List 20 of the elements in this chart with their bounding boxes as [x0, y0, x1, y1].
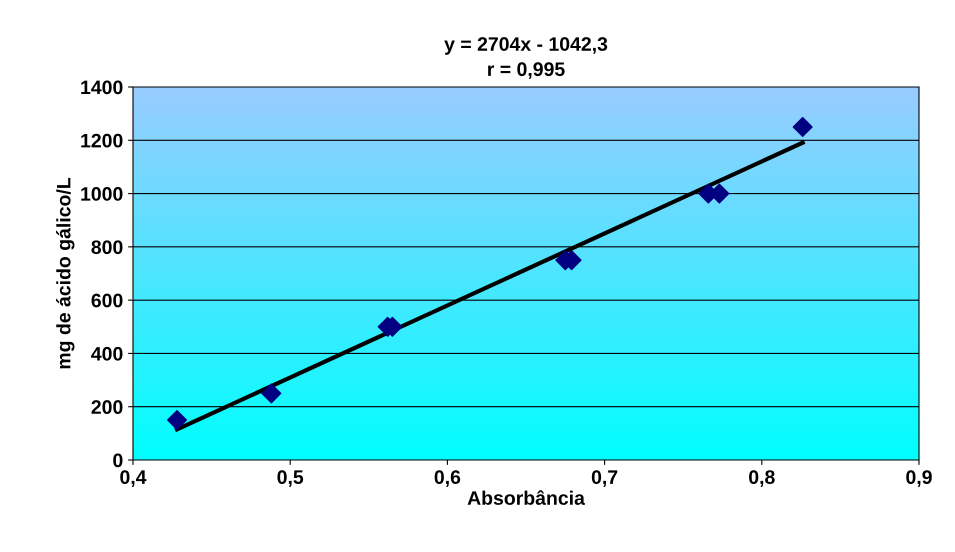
x-tick-label: 0,5 — [277, 470, 304, 487]
y-tick-label: 400 — [91, 346, 122, 361]
x-tick-label: 0,4 — [120, 470, 146, 487]
x-axis-title: Absorbância — [468, 490, 586, 505]
y-tick-label: 600 — [92, 294, 122, 308]
y-axis-title: mg de ácido gálico/L — [56, 178, 74, 368]
point — [792, 116, 813, 137]
y-tick-label: 800 — [91, 240, 122, 254]
y-tick-label: 1200 — [81, 134, 122, 148]
y-tick-label: 1400 — [81, 80, 122, 94]
y-tick-label: 1000 — [81, 187, 122, 201]
x-tick-label: 0,8 — [749, 470, 775, 487]
x-tick-label: 0,7 — [592, 470, 618, 487]
chart-title: y = 2704x - 1042,3 r = 0,995 — [444, 37, 608, 79]
point — [167, 410, 188, 430]
x-tick-label: 0,9 — [906, 470, 932, 487]
y-tick-label: 0 — [113, 453, 122, 468]
y-tick-label: 200 — [92, 400, 122, 414]
point — [261, 383, 282, 404]
x-tick-label: 0,6 — [434, 470, 460, 487]
